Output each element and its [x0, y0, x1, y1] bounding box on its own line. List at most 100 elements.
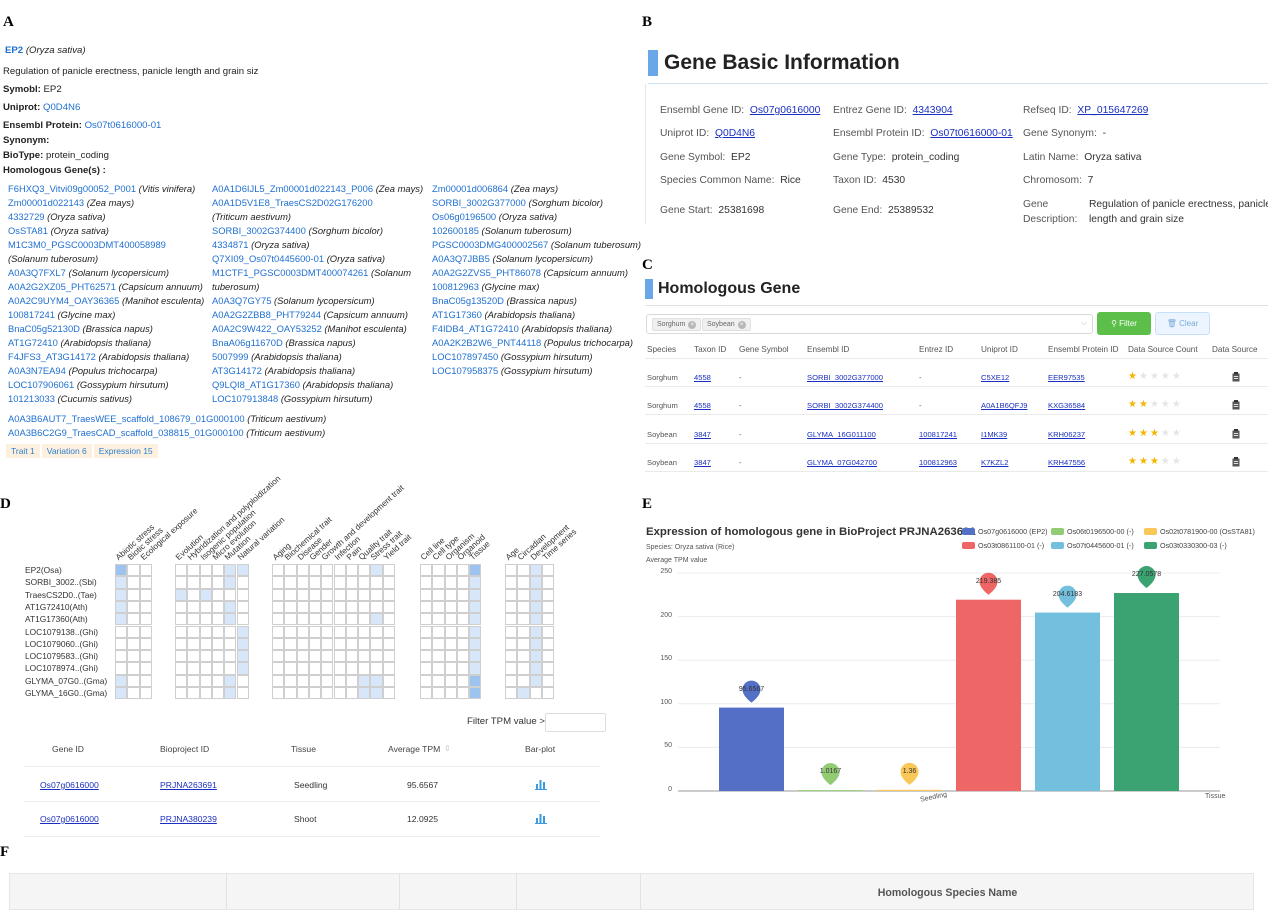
- heatmap-cell[interactable]: [272, 600, 285, 614]
- homologous-gene-link[interactable]: BnaC05g52130D: [8, 323, 80, 334]
- heatmap-cell[interactable]: [272, 625, 285, 638]
- homologous-gene-link[interactable]: A0A3B6C2G9_TraesCAD_scaffold_038815_01G0…: [8, 427, 244, 438]
- heatmap-cell[interactable]: [456, 662, 470, 675]
- clipboard-icon[interactable]: [1232, 457, 1240, 467]
- heatmap-cell[interactable]: [321, 613, 334, 626]
- heatmap-cell[interactable]: [199, 674, 212, 687]
- heatmap-cell[interactable]: [115, 662, 128, 675]
- chip-soybean[interactable]: Soybean ×: [702, 318, 751, 331]
- heatmap-cell[interactable]: [420, 576, 433, 589]
- heatmap-cell[interactable]: [541, 662, 555, 675]
- heatmap-cell[interactable]: [358, 564, 371, 577]
- heatmap-cell[interactable]: [505, 637, 518, 651]
- heatmap-cell[interactable]: [296, 687, 309, 700]
- heatmap-cell[interactable]: [115, 637, 128, 651]
- heatmap-cell[interactable]: [127, 613, 140, 626]
- tab-variation[interactable]: Variation 6: [41, 444, 92, 458]
- heatmap-cell[interactable]: [284, 588, 297, 601]
- homologous-gene-link[interactable]: A0A1D6IJL5_Zm00001d022143_P006: [212, 183, 374, 194]
- refseq-link[interactable]: XP_015647269: [1077, 105, 1149, 116]
- heatmap-cell[interactable]: [420, 687, 433, 700]
- homologous-gene-link[interactable]: A0A2G2ZBB8_PHT79244: [212, 309, 321, 320]
- heatmap-cell[interactable]: [224, 662, 237, 675]
- heatmap-cell[interactable]: [444, 662, 457, 675]
- heatmap-cell[interactable]: [272, 674, 285, 687]
- heatmap-cell[interactable]: [127, 637, 140, 651]
- heatmap-cell[interactable]: [505, 600, 518, 614]
- homologous-gene-link[interactable]: A0A3B6AUT7_TraesWEE_scaffold_108679_01G0…: [8, 413, 245, 424]
- heatmap-cell[interactable]: [469, 637, 482, 651]
- heatmap-cell[interactable]: [296, 674, 309, 687]
- heatmap-cell[interactable]: [321, 687, 334, 700]
- heatmap-cell[interactable]: [529, 600, 542, 614]
- heatmap-cell[interactable]: [284, 674, 297, 687]
- heatmap-cell[interactable]: [139, 650, 152, 663]
- heatmap-cell[interactable]: [505, 613, 518, 626]
- heatmap-cell[interactable]: [541, 576, 555, 589]
- heatmap-cell[interactable]: [224, 674, 237, 687]
- heatmap-cell[interactable]: [444, 650, 457, 663]
- heatmap-cell[interactable]: [382, 613, 395, 626]
- heatmap-cell[interactable]: [345, 613, 359, 626]
- heatmap-cell[interactable]: [382, 674, 395, 687]
- heatmap-cell[interactable]: [211, 600, 225, 614]
- legend-item[interactable]: Os02t0781900-00 (OsSTA81): [1144, 527, 1255, 536]
- heatmap-cell[interactable]: [469, 625, 482, 638]
- heatmap-cell[interactable]: [115, 564, 128, 577]
- uniprot-link[interactable]: K7KZL2: [981, 458, 1009, 467]
- heatmap-cell[interactable]: [456, 576, 470, 589]
- heatmap-cell[interactable]: [541, 625, 555, 638]
- heatmap-cell[interactable]: [382, 576, 395, 589]
- heatmap-cell[interactable]: [382, 625, 395, 638]
- heatmap-cell[interactable]: [432, 637, 445, 651]
- heatmap-cell[interactable]: [370, 637, 383, 651]
- heatmap-cell[interactable]: [505, 687, 518, 700]
- heatmap-cell[interactable]: [236, 588, 249, 601]
- species-multiselect[interactable]: Sorghum × Soybean × ⌵: [646, 314, 1093, 334]
- heatmap-cell[interactable]: [127, 576, 140, 589]
- heatmap-cell[interactable]: [187, 637, 200, 651]
- homologous-gene-link[interactable]: A0A2C9UYM4_OAY36365: [8, 295, 120, 306]
- heatmap-cell[interactable]: [529, 588, 542, 601]
- heatmap-cell[interactable]: [139, 625, 152, 638]
- heatmap-cell[interactable]: [370, 687, 383, 700]
- heatmap-cell[interactable]: [211, 588, 225, 601]
- gene-id-link[interactable]: Os07g0616000: [40, 814, 99, 824]
- heatmap-cell[interactable]: [370, 576, 383, 589]
- heatmap-cell[interactable]: [272, 650, 285, 663]
- heatmap-cell[interactable]: [517, 637, 530, 651]
- homologous-gene-link[interactable]: A0A3Q7JBB5: [432, 253, 490, 264]
- homologous-gene-link[interactable]: 4332729: [8, 211, 45, 222]
- heatmap-cell[interactable]: [296, 625, 309, 638]
- heatmap-cell[interactable]: [236, 564, 249, 577]
- homologous-gene-link[interactable]: LOC107906061: [8, 379, 75, 390]
- heatmap-cell[interactable]: [333, 588, 346, 601]
- heatmap-cell[interactable]: [272, 588, 285, 601]
- homologous-gene-link[interactable]: AT1G17360: [432, 309, 482, 320]
- heatmap-cell[interactable]: [505, 674, 518, 687]
- heatmap-cell[interactable]: [517, 613, 530, 626]
- legend-item[interactable]: Os03t0330300-03 (-): [1144, 541, 1227, 550]
- heatmap-cell[interactable]: [456, 637, 470, 651]
- heatmap-cell[interactable]: [456, 600, 470, 614]
- heatmap-cell[interactable]: [529, 564, 542, 577]
- close-icon[interactable]: ×: [688, 321, 697, 329]
- heatmap-cell[interactable]: [308, 650, 322, 663]
- heatmap-cell[interactable]: [308, 687, 322, 700]
- homologous-gene-link[interactable]: 4334871: [212, 239, 249, 250]
- close-icon[interactable]: ×: [737, 321, 746, 329]
- homologous-gene-link[interactable]: A0A3Q7FXL7: [8, 267, 66, 278]
- homologous-gene-link[interactable]: A0A3Q7GY75: [212, 295, 272, 306]
- heatmap-cell[interactable]: [236, 600, 249, 614]
- heatmap-cell[interactable]: [211, 650, 225, 663]
- heatmap-cell[interactable]: [345, 662, 359, 675]
- ensembl-protein-link[interactable]: Os07t0616000-01: [84, 120, 162, 131]
- heatmap-cell[interactable]: [296, 564, 309, 577]
- ensembl-link[interactable]: SORBI_3002G377000: [807, 373, 883, 382]
- heatmap-cell[interactable]: [321, 600, 334, 614]
- heatmap-cell[interactable]: [382, 637, 395, 651]
- heatmap-cell[interactable]: [444, 687, 457, 700]
- heatmap-cell[interactable]: [345, 564, 359, 577]
- heatmap-cell[interactable]: [115, 600, 128, 614]
- heatmap-cell[interactable]: [187, 662, 200, 675]
